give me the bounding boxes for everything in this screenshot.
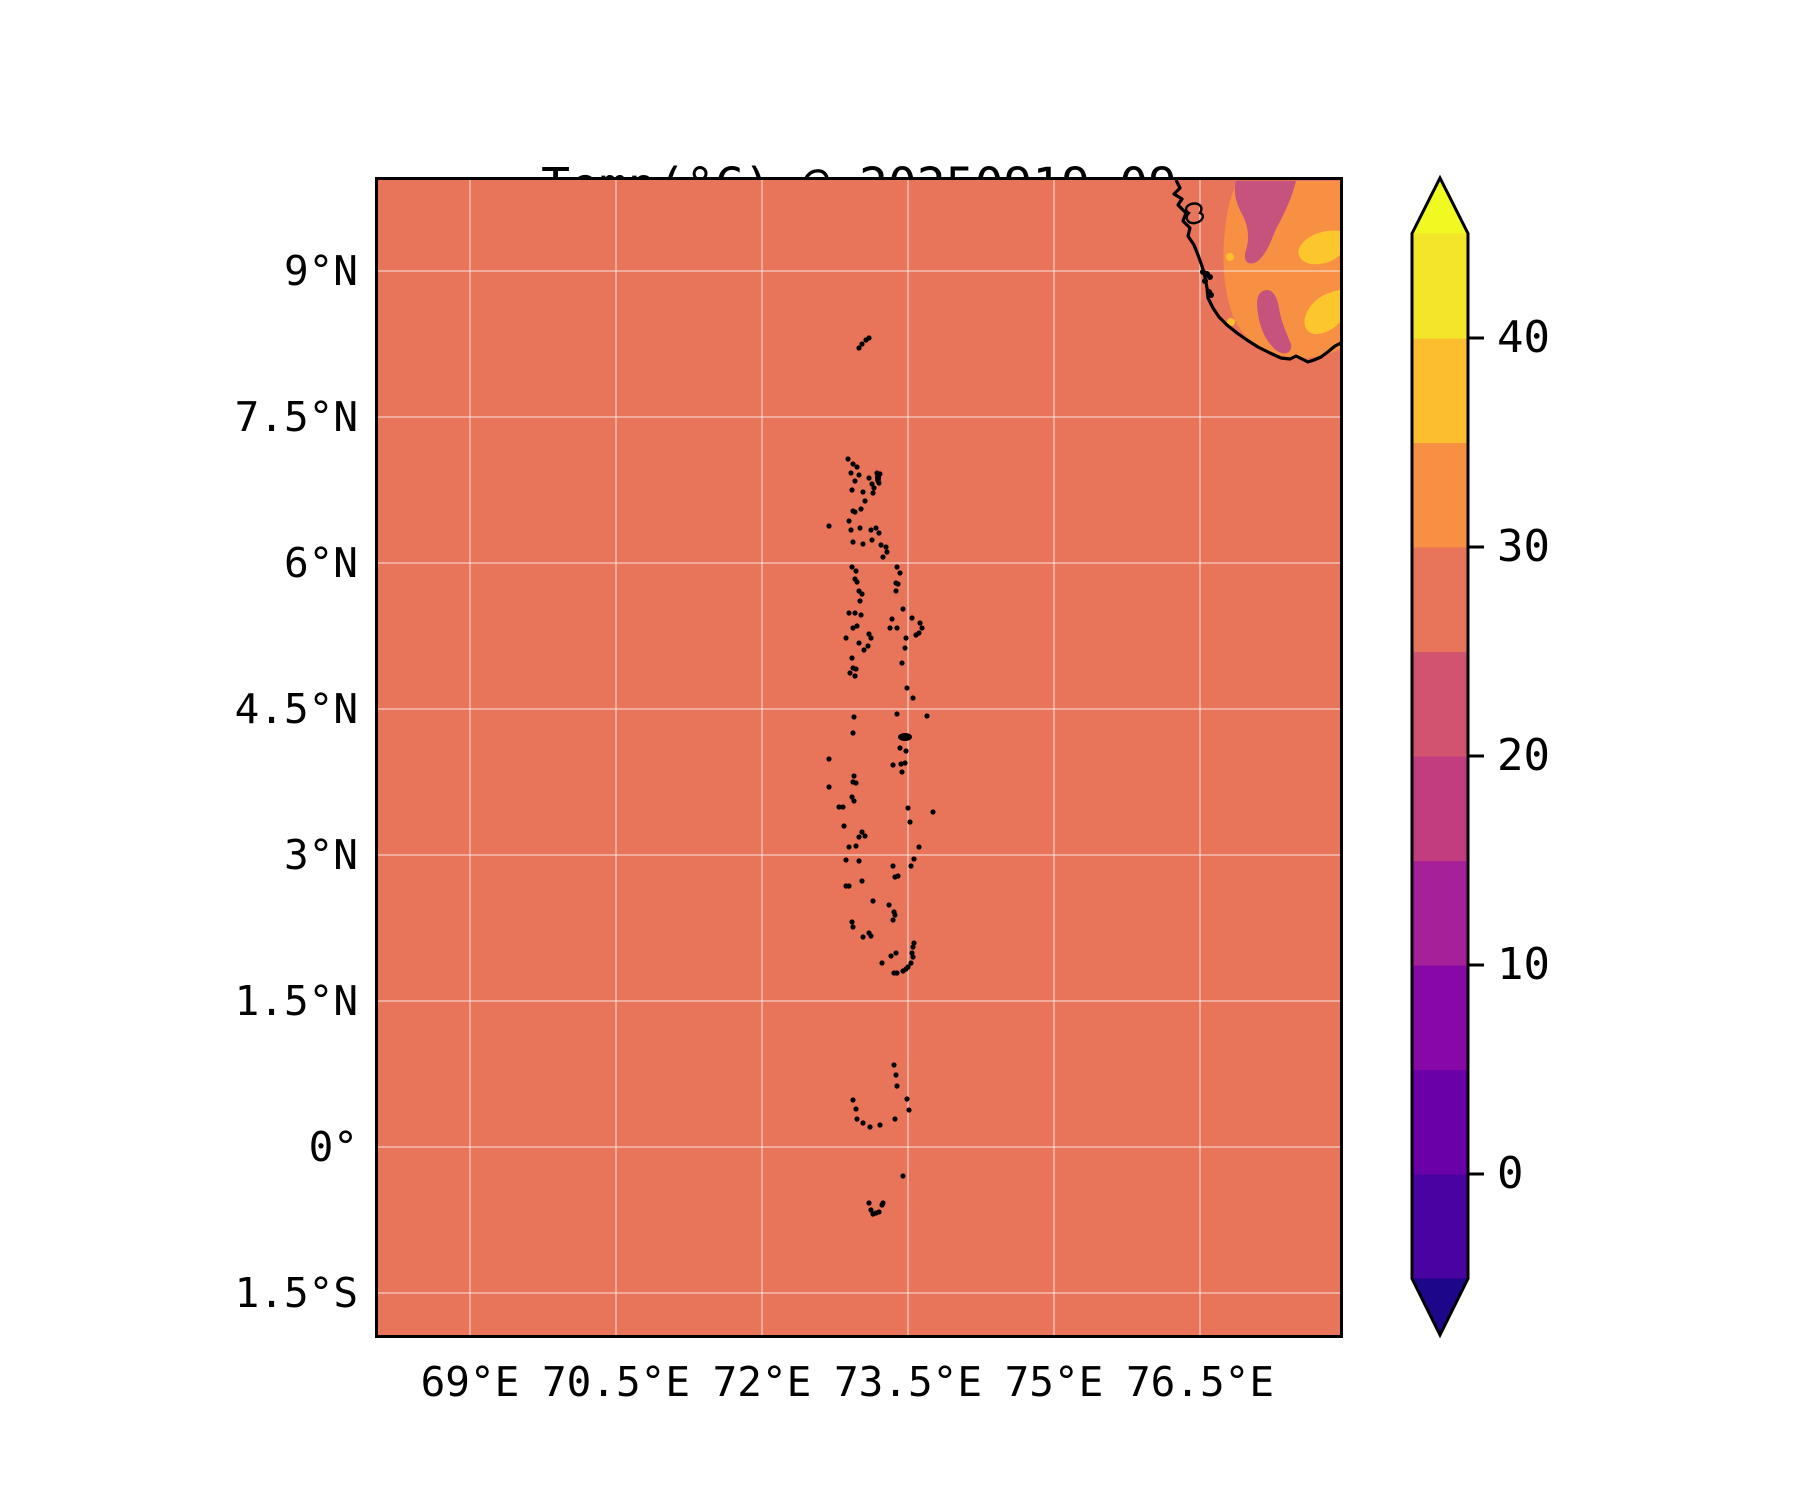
maldives-islands — [826, 335, 936, 1217]
latitude-tick-label: 0° — [308, 1123, 358, 1171]
colorbar-tick-label: 10 — [1497, 939, 1550, 990]
map-plot-area — [375, 177, 1343, 1338]
india-coastline — [1172, 180, 1340, 364]
colorbar-segment — [1412, 1069, 1468, 1175]
longitude-tick-label: 72°E — [712, 1358, 812, 1406]
coastal-islets — [1200, 269, 1214, 298]
colorbar-segment — [1412, 1174, 1468, 1280]
land-hot-speck — [1227, 318, 1235, 326]
longitude-tick-label: 69°E — [420, 1358, 520, 1406]
latitude-tick-label: 6°N — [283, 539, 358, 587]
longitude-tick-label: 75°E — [1004, 1358, 1104, 1406]
latitude-tick-label: 3°N — [283, 831, 358, 879]
ghats-magenta-upper-20-25 — [1234, 181, 1296, 264]
longitude-tick-label: 70.5°E — [541, 1358, 691, 1406]
hot-yellow-lower-35-40 — [1304, 290, 1340, 335]
hot-yellow-upper-35-40 — [1298, 230, 1340, 265]
island-blob — [875, 472, 881, 484]
graticule-gridlines — [378, 180, 1340, 1335]
land-temperature-patches — [1223, 181, 1340, 359]
colorbar-tick-label: 20 — [1497, 730, 1550, 781]
longitude-tick-label: 73.5°E — [833, 1358, 983, 1406]
colorbar-tick-label: 0 — [1497, 1148, 1524, 1199]
longitude-tick-label: 76.5°E — [1125, 1358, 1275, 1406]
colorbar-tick-label: 40 — [1497, 312, 1550, 363]
colorbar-segment — [1412, 651, 1468, 757]
latitude-tick-label: 4.5°N — [234, 685, 358, 733]
latitude-tick-label: 1.5°S — [234, 1269, 358, 1317]
latitude-tick-label: 1.5°N — [234, 977, 358, 1025]
island-blob — [898, 733, 912, 741]
kerala-backwater-lagoon — [1184, 202, 1205, 225]
colorbar-outline — [1410, 174, 1470, 1339]
colorbar — [1410, 174, 1484, 1339]
colorbar-segment — [1412, 965, 1468, 1071]
colorbar-segment — [1412, 338, 1468, 444]
colorbar-segment — [1412, 547, 1468, 653]
colorbar-over-arrow — [1412, 178, 1468, 234]
colorbar-segment — [1412, 860, 1468, 966]
colorbar-segment — [1412, 442, 1468, 548]
colorbar-ticks — [1468, 336, 1484, 1176]
land-hot-speck — [1226, 253, 1234, 261]
colorbar-tick-label: 30 — [1497, 521, 1550, 572]
colorbar-segment — [1412, 233, 1468, 339]
latitude-tick-label: 9°N — [283, 247, 358, 295]
colorbar-segment — [1412, 756, 1468, 862]
colorbar-under-arrow — [1412, 1278, 1468, 1335]
latitude-tick-label: 7.5°N — [234, 393, 358, 441]
colorbar-segments — [1412, 233, 1468, 1280]
map-canvas — [378, 180, 1340, 1335]
ghats-magenta-lower-20-25 — [1257, 289, 1292, 354]
